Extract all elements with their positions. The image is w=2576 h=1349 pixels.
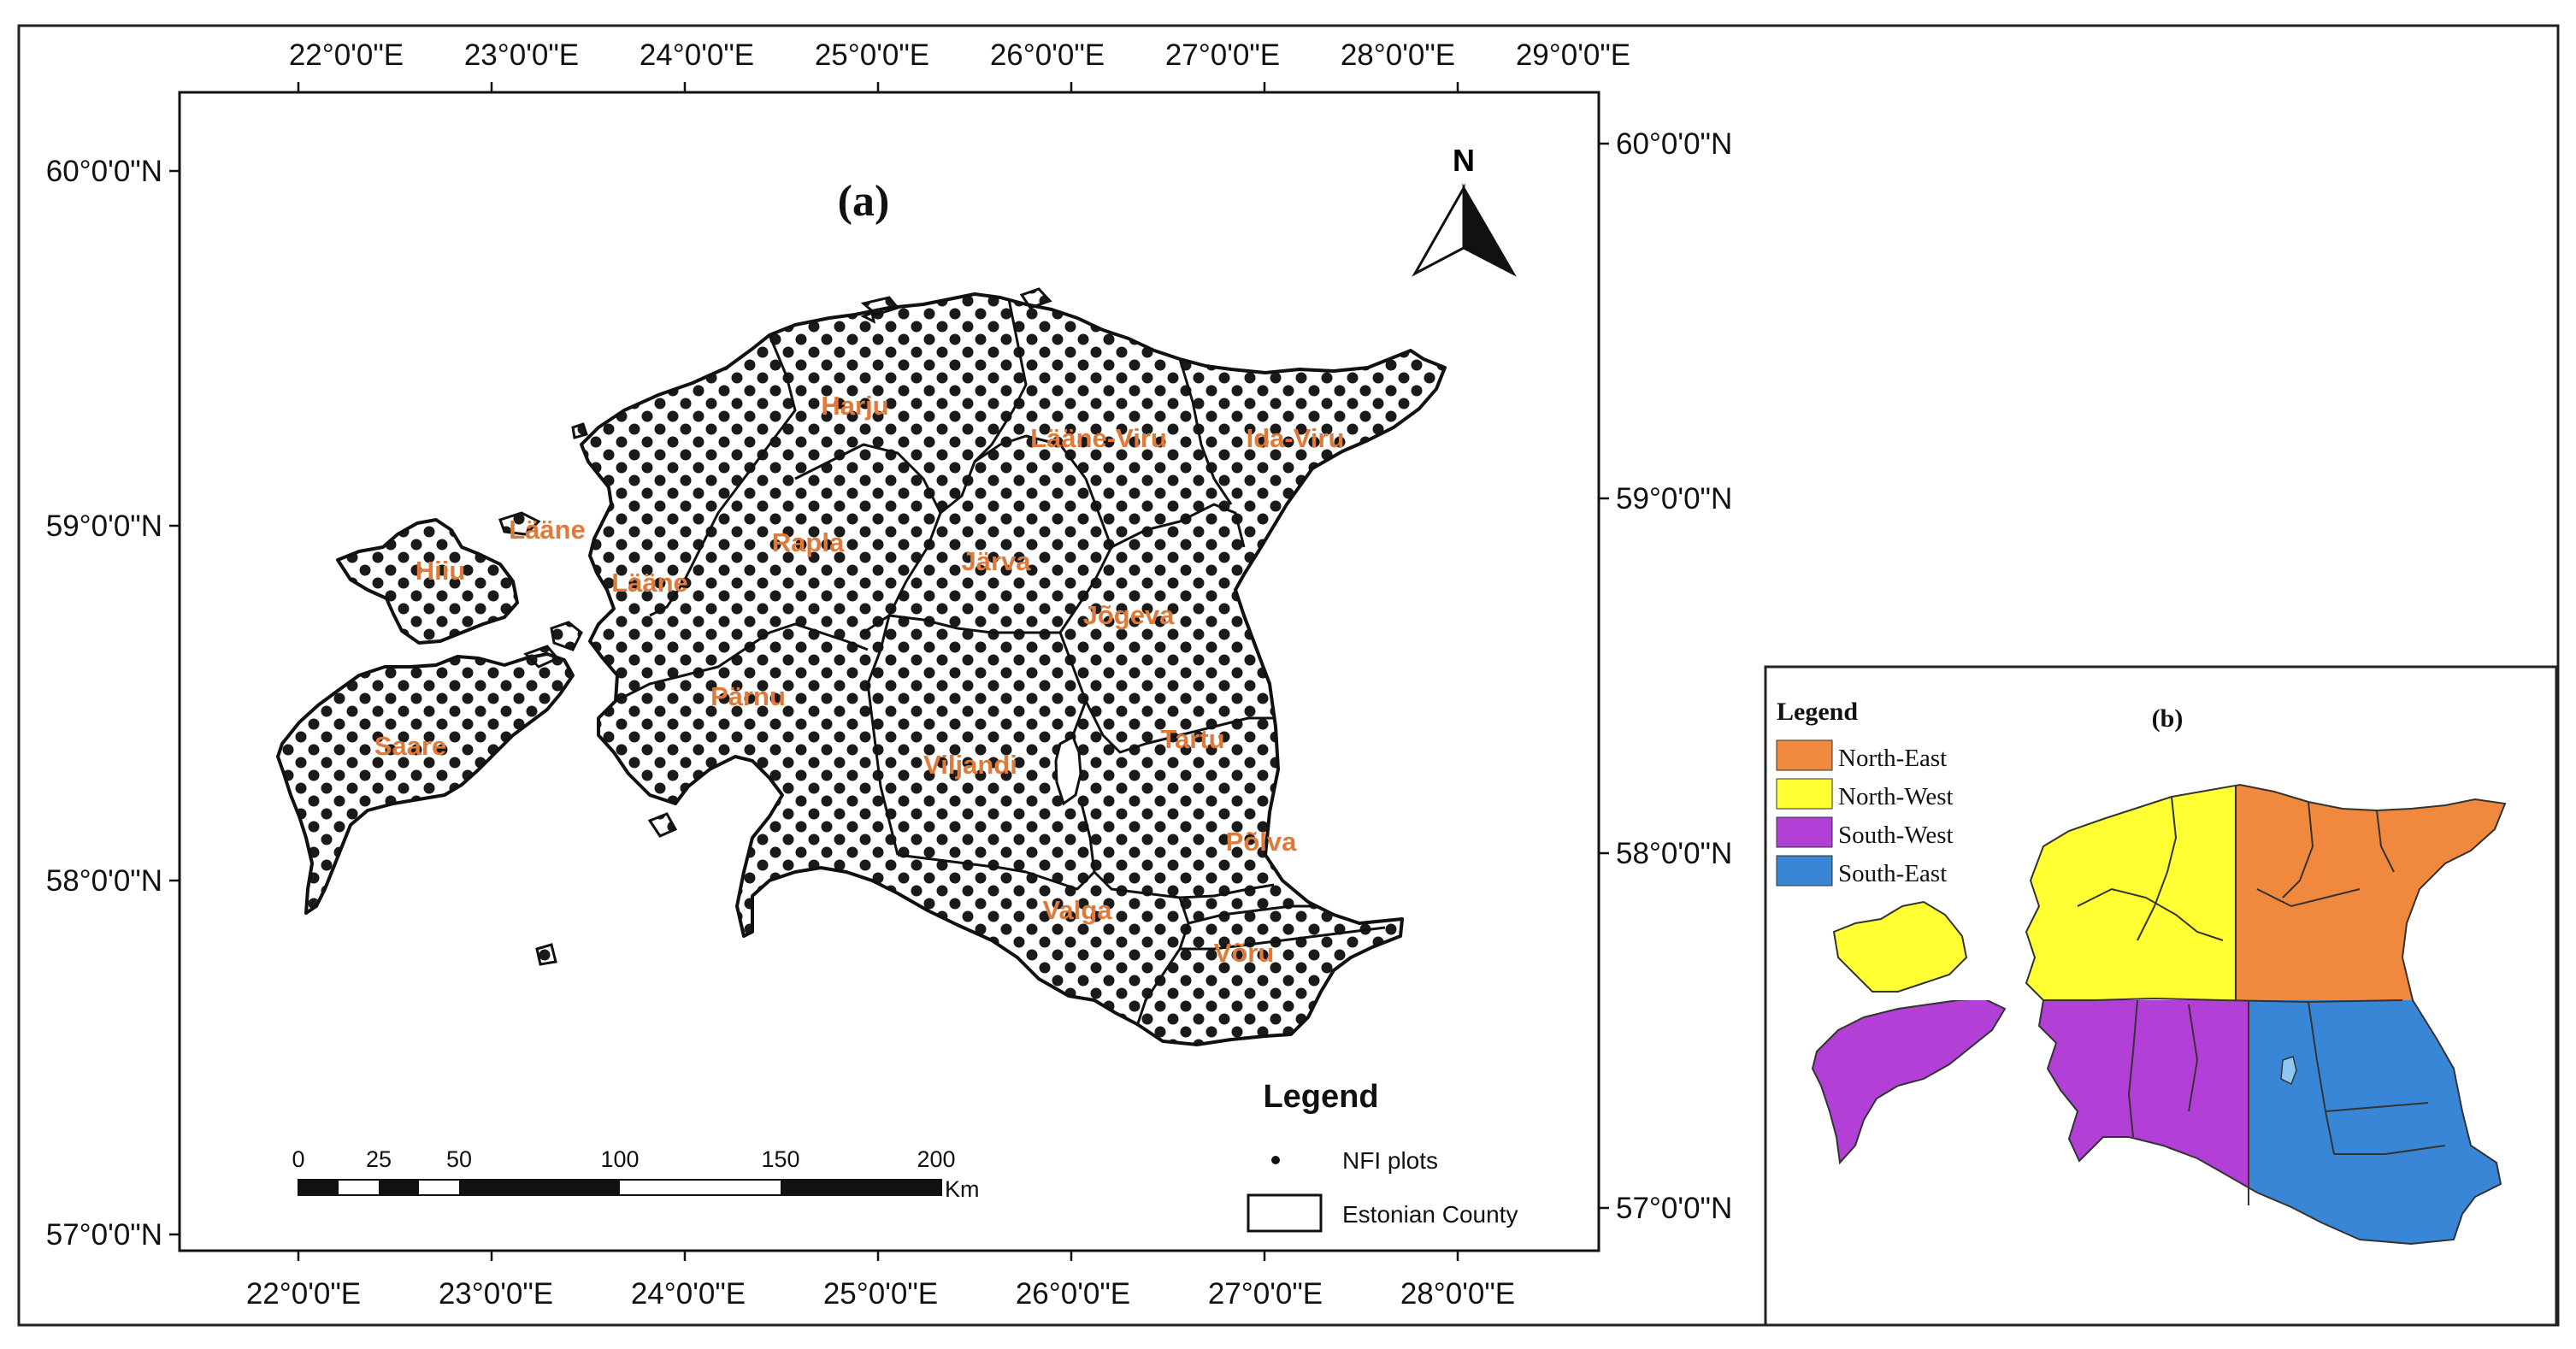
lon-tick-top: 24°0'0"E [640, 38, 754, 72]
lon-tick-top: 25°0'0"E [815, 38, 929, 72]
lat-tick-right: 59°0'0"N [1616, 482, 1732, 515]
legend-item-county: Estonian County [1342, 1201, 1518, 1228]
county-label: Pärnu [710, 681, 786, 711]
lat-tick-right: 60°0'0"N [1616, 127, 1732, 161]
county-label: Lääne [611, 568, 688, 598]
county-label: Lääne-Viru [1030, 423, 1167, 453]
region-map [1811, 783, 2507, 1246]
panel-a: 22°0'0"E 23°0'0"E 24°0'0"E 25°0'0"E 26°0… [46, 38, 1733, 1311]
lon-tick-top: 29°0'0"E [1516, 38, 1630, 72]
scale-label: 25 [366, 1146, 392, 1172]
lon-tick-bottom: 28°0'0"E [1400, 1277, 1515, 1311]
lon-tick-bottom: 26°0'0"E [1016, 1277, 1130, 1311]
county-label: Saare [374, 731, 446, 761]
frame-ticks [169, 82, 1609, 1261]
county-symbol [1247, 1193, 1323, 1233]
region-north-east [2236, 783, 2507, 1000]
bottom-longitude-labels: 22°0'0"E 23°0'0"E 24°0'0"E 25°0'0"E 26°0… [246, 1277, 1515, 1311]
panel-b-legend: North-East North-West South-West South-E… [1776, 739, 1954, 887]
nfi-plot-symbol [1271, 1156, 1280, 1164]
county-label: Jõgeva [1083, 600, 1176, 630]
county-label: Hiiu [416, 556, 466, 586]
legend-item: South-West [1838, 822, 1954, 849]
swatch-north-west [1776, 778, 1833, 810]
lon-tick-top: 28°0'0"E [1341, 38, 1455, 72]
outer-frame [17, 24, 2560, 1327]
county-label: Lääne [509, 515, 586, 545]
scale-label: 0 [292, 1146, 304, 1172]
north-label: N [1453, 143, 1475, 178]
lon-tick-bottom: 25°0'0"E [823, 1277, 938, 1311]
lon-tick-top: 23°0'0"E [464, 38, 579, 72]
lake-icon [2280, 1056, 2297, 1086]
county-boundaries [615, 298, 1386, 1027]
legend-a: Legend NFI plots Estonian County [1247, 1079, 1518, 1233]
region-north-west [1832, 784, 2236, 1000]
saaremaa-island [276, 652, 575, 915]
scale-bar: 0 25 50 100 150 200 Km [292, 1146, 979, 1202]
scale-label: 200 [917, 1146, 955, 1172]
lat-tick-left: 59°0'0"N [46, 510, 162, 543]
lon-tick-top: 27°0'0"E [1165, 38, 1280, 72]
lake-vortsjarv [1054, 734, 1082, 806]
scale-label: 150 [761, 1146, 799, 1172]
swatch-south-east [1776, 855, 1833, 887]
county-label: Harju [821, 391, 888, 421]
scale-label: 50 [446, 1146, 472, 1172]
panel-b: Legend (b) North-East North-West South-W… [1764, 665, 2558, 1327]
lon-tick-bottom: 27°0'0"E [1208, 1277, 1323, 1311]
panel-b-county-lines [2043, 785, 2446, 1205]
panel-b-label: (b) [2152, 704, 2184, 733]
county-label: Järva [961, 546, 1031, 576]
county-label: Viljandi [923, 750, 1017, 780]
small-islets [498, 287, 1052, 966]
region-south-east [2249, 1000, 2502, 1246]
county-label: Valga [1043, 895, 1113, 925]
county-label: Põlva [1226, 827, 1297, 857]
scale-unit: Km [945, 1176, 980, 1202]
lon-tick-bottom: 23°0'0"E [439, 1277, 553, 1311]
lon-tick-bottom: 24°0'0"E [631, 1277, 746, 1311]
county-label: Ida-Viru [1247, 423, 1345, 453]
legend-item: North-West [1838, 783, 1954, 810]
lon-tick-top: 22°0'0"E [289, 38, 404, 72]
lon-tick-bottom: 22°0'0"E [246, 1277, 361, 1311]
legend-item-nfi-plots: NFI plots [1342, 1147, 1438, 1174]
lat-tick-right: 58°0'0"N [1616, 837, 1732, 870]
map-frame [178, 91, 1600, 1252]
lat-tick-left: 60°0'0"N [46, 155, 162, 188]
county-label: Rapla [772, 527, 845, 557]
legend-item: South-East [1838, 860, 1947, 887]
lat-tick-right: 57°0'0"N [1616, 1192, 1732, 1225]
north-arrow-icon: N [1412, 143, 1517, 277]
county-label: Tartu [1160, 724, 1224, 754]
swatch-south-west [1776, 816, 1833, 848]
swatch-north-east [1776, 739, 1833, 771]
lat-tick-left: 57°0'0"N [46, 1218, 162, 1252]
top-longitude-labels: 22°0'0"E 23°0'0"E 24°0'0"E 25°0'0"E 26°0… [289, 38, 1630, 72]
mainland-estonia [580, 292, 1447, 1046]
region-south-west [1811, 1000, 2249, 1189]
legend-title: Legend [1263, 1079, 1378, 1115]
right-latitude-labels: 60°0'0"N 59°0'0"N 58°0'0"N 57°0'0"N [1616, 127, 1732, 1225]
county-label: Võru [1214, 938, 1275, 968]
panel-a-label: (a) [838, 177, 890, 226]
scale-label: 100 [600, 1146, 639, 1172]
hiiumaa-island [336, 518, 519, 645]
county-labels: Harju Lääne-Viru Ida-Viru Lääne Hiiu Lää… [374, 391, 1345, 968]
lat-tick-left: 58°0'0"N [46, 864, 162, 898]
panel-b-legend-title: Legend [1777, 698, 1858, 726]
lon-tick-top: 26°0'0"E [990, 38, 1105, 72]
legend-item: North-East [1838, 745, 1947, 772]
left-latitude-labels: 60°0'0"N 59°0'0"N 58°0'0"N 57°0'0"N [46, 155, 162, 1252]
